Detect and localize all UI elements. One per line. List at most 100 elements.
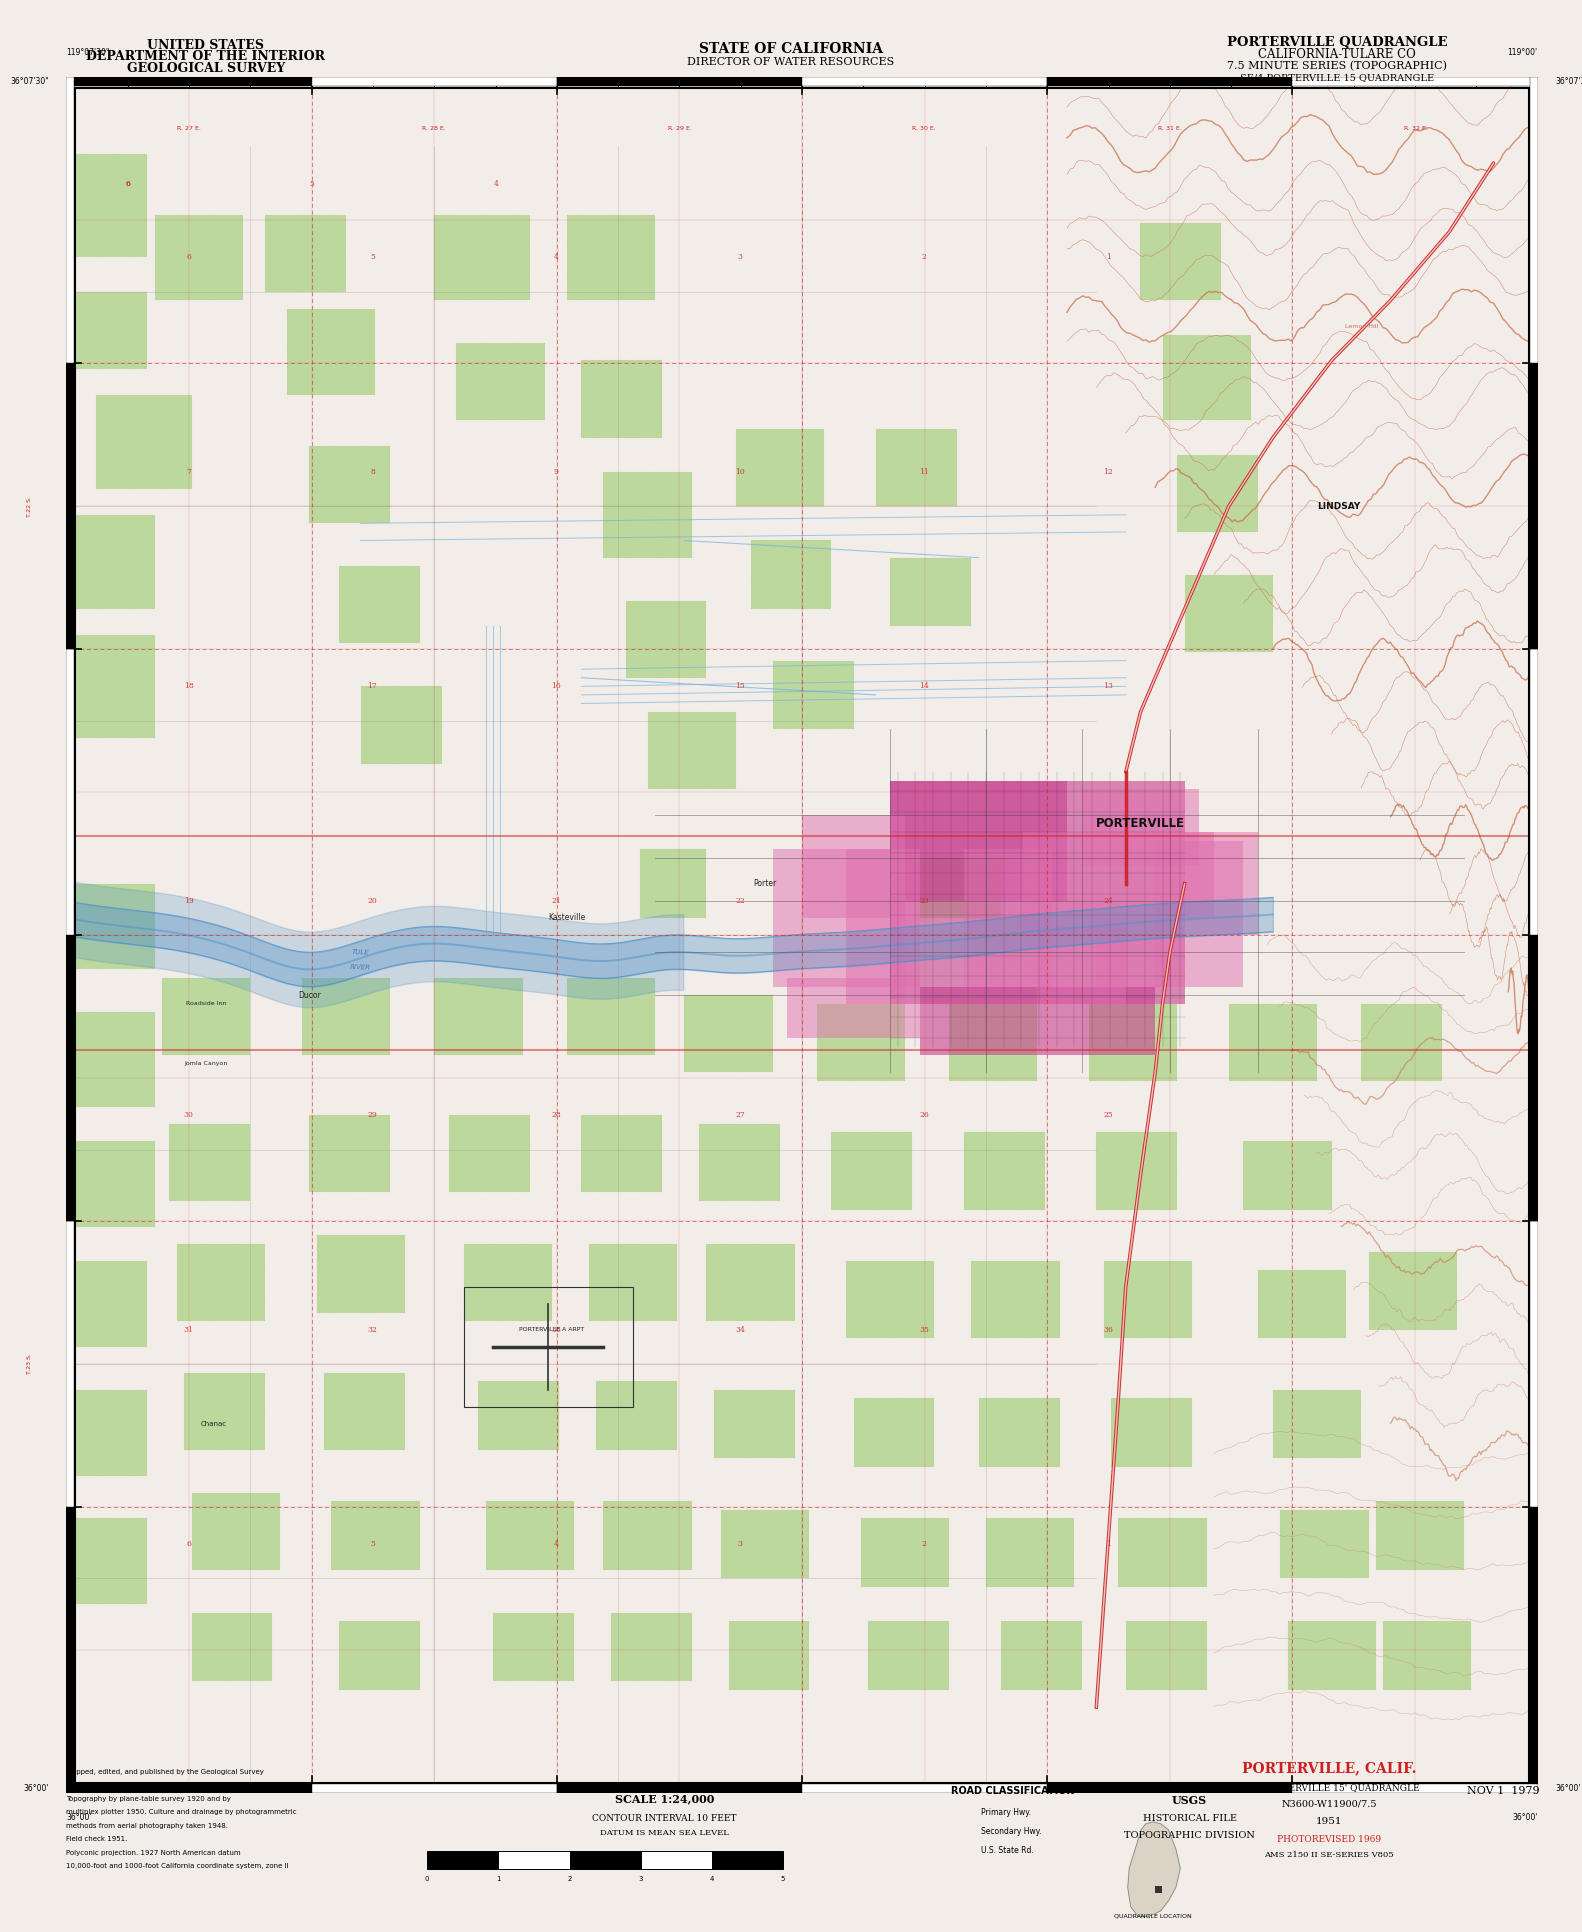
Text: 17: 17 — [367, 682, 378, 690]
Bar — [339, 566, 419, 643]
Text: TOPOGRAPHIC DIVISION: TOPOGRAPHIC DIVISION — [1125, 1832, 1255, 1839]
Bar — [486, 1501, 574, 1571]
Bar — [1368, 1252, 1457, 1329]
Bar — [66, 1012, 155, 1107]
Text: 4: 4 — [710, 1876, 713, 1882]
Bar — [288, 309, 375, 394]
Bar — [713, 1389, 794, 1459]
Bar — [478, 1381, 560, 1449]
Bar — [625, 601, 707, 678]
Bar — [1383, 1621, 1471, 1690]
Bar — [1104, 1262, 1191, 1339]
Bar — [1530, 363, 1538, 649]
Bar — [979, 1399, 1060, 1466]
Bar — [1126, 1621, 1207, 1690]
Text: 4: 4 — [494, 180, 498, 187]
Bar — [1141, 222, 1221, 299]
Bar — [963, 850, 1052, 987]
Bar — [191, 1493, 280, 1571]
Bar — [1118, 1519, 1207, 1586]
Bar — [603, 1501, 691, 1571]
Bar — [1530, 935, 1538, 1221]
Bar — [611, 1613, 691, 1681]
Text: methods from aerial photography taken 1948.: methods from aerial photography taken 19… — [66, 1822, 228, 1830]
Bar — [1288, 1621, 1376, 1690]
Bar — [66, 1785, 312, 1793]
Text: N3600-W11900/7.5: N3600-W11900/7.5 — [1281, 1801, 1376, 1808]
Text: 6: 6 — [127, 180, 131, 187]
Text: PORTERVILLE QUADRANGLE: PORTERVILLE QUADRANGLE — [1226, 37, 1448, 48]
Text: 36°00': 36°00' — [1555, 1783, 1580, 1793]
Text: 36°00': 36°00' — [66, 1814, 92, 1822]
Text: 36°00': 36°00' — [1512, 1814, 1538, 1822]
Text: multiplex plotter 1950. Culture and drainage by photogrammetric: multiplex plotter 1950. Culture and drai… — [66, 1808, 297, 1816]
Bar — [566, 214, 655, 299]
Bar — [177, 1244, 266, 1321]
Bar — [1126, 833, 1213, 918]
Bar — [802, 1785, 1047, 1793]
Text: 3: 3 — [737, 253, 744, 261]
Bar — [66, 1507, 74, 1793]
Text: CONTOUR INTERVAL 10 FEET: CONTOUR INTERVAL 10 FEET — [592, 1814, 737, 1822]
Text: 36: 36 — [1103, 1325, 1114, 1333]
Text: Field check 1951.: Field check 1951. — [66, 1835, 128, 1843]
Bar — [1047, 77, 1292, 85]
Bar — [919, 858, 1001, 918]
Bar — [1361, 1005, 1443, 1080]
Text: 22: 22 — [736, 896, 745, 904]
Bar — [1185, 833, 1258, 935]
Text: USGS: USGS — [1172, 1795, 1207, 1806]
Text: 16: 16 — [552, 682, 562, 690]
Bar — [288, 309, 375, 394]
Text: 34: 34 — [736, 1325, 745, 1333]
Bar — [557, 77, 802, 85]
Bar — [557, 1785, 802, 1793]
Bar — [986, 1519, 1074, 1586]
Text: SE/4 PORTERVILLE 15 QUADRANGLE: SE/4 PORTERVILLE 15 QUADRANGLE — [1240, 73, 1433, 81]
Text: 26: 26 — [919, 1111, 929, 1119]
Bar — [478, 1381, 560, 1449]
Bar — [707, 1244, 794, 1321]
Bar — [1243, 1142, 1332, 1209]
Bar — [1177, 454, 1258, 531]
Bar — [66, 883, 155, 970]
Bar — [772, 661, 854, 728]
Bar — [1229, 1005, 1318, 1080]
Bar — [155, 214, 244, 299]
Bar — [611, 1613, 691, 1681]
Text: 25: 25 — [1103, 1111, 1114, 1119]
Bar — [66, 1389, 147, 1476]
Bar — [570, 1851, 641, 1868]
Bar — [919, 987, 1155, 1055]
Bar — [177, 1244, 266, 1321]
Bar — [161, 978, 250, 1055]
Bar — [1001, 1621, 1082, 1690]
Bar — [97, 394, 191, 489]
Text: 2: 2 — [922, 1540, 927, 1548]
Bar — [685, 995, 772, 1072]
Bar — [308, 446, 391, 524]
Text: DEPARTMENT OF THE INTERIOR: DEPARTMENT OF THE INTERIOR — [85, 50, 326, 64]
Bar — [66, 636, 155, 738]
Bar — [772, 850, 919, 987]
Text: 36°00': 36°00' — [24, 1783, 49, 1793]
Text: GEOLOGICAL SURVEY: GEOLOGICAL SURVEY — [127, 62, 285, 75]
Text: 12: 12 — [1103, 468, 1114, 475]
Bar — [707, 1244, 794, 1321]
Text: 6: 6 — [187, 1540, 191, 1548]
Bar — [1376, 1501, 1465, 1571]
Bar — [66, 514, 155, 609]
Bar — [1292, 1785, 1538, 1793]
Bar — [66, 1389, 147, 1476]
Bar — [66, 363, 74, 649]
Bar — [302, 978, 391, 1055]
Bar — [1177, 454, 1258, 531]
Bar — [486, 1501, 574, 1571]
Bar — [456, 344, 544, 421]
Text: CALIFORNIA-TULARE CO: CALIFORNIA-TULARE CO — [1258, 48, 1416, 62]
Bar — [1280, 1509, 1368, 1578]
Bar — [308, 1115, 391, 1192]
Text: Topography by plane-table survey 1920 and by: Topography by plane-table survey 1920 an… — [66, 1795, 231, 1803]
Text: DIRECTOR OF WATER RESOURCES: DIRECTOR OF WATER RESOURCES — [687, 56, 895, 68]
Bar — [891, 558, 971, 626]
